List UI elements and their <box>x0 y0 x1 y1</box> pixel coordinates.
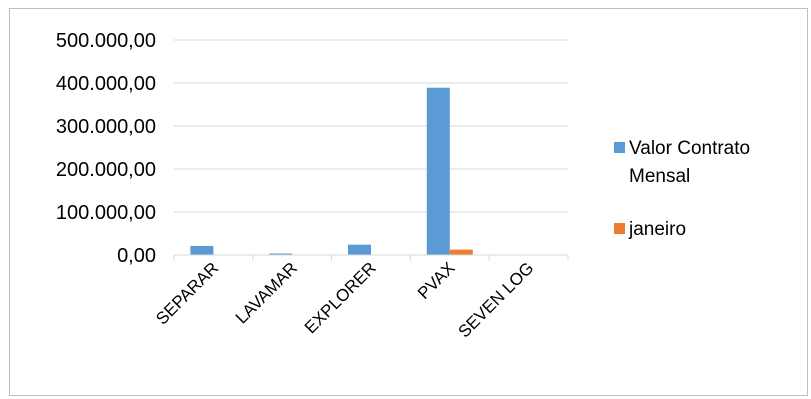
bars <box>190 87 473 255</box>
bar-valor-contrato-mensal-lavamar <box>269 253 293 255</box>
gridlines <box>174 39 568 213</box>
x-tick-label: SEVEN LOG <box>455 258 538 341</box>
x-tick-label: SEPARAR <box>152 258 222 328</box>
y-tick-labels: 0,00 100.000,00 200.000,00 300.000,00 400.00… <box>56 30 156 267</box>
y-tick-label: 200.000,00 <box>56 159 156 181</box>
legend-label: janeiro <box>628 219 686 240</box>
y-tick-label: 500.000,00 <box>56 30 156 52</box>
bar-janeiro-pvax <box>449 249 473 255</box>
x-tick-label: PVAX <box>414 258 459 303</box>
y-tick-label: 100.000,00 <box>56 202 156 224</box>
y-tick-label: 0,00 <box>117 245 156 267</box>
y-tick-label: 300.000,00 <box>56 116 156 138</box>
bar-valor-contrato-mensal-pvax <box>426 87 450 255</box>
bar-valor-contrato-mensal-explorer <box>348 244 371 255</box>
legend-swatch <box>614 142 625 153</box>
x-tick-label: LAVAMAR <box>232 258 301 327</box>
x-tick-label: EXPLORER <box>301 258 380 337</box>
legend-swatch <box>614 223 625 234</box>
axes <box>173 254 569 261</box>
bar-valor-contrato-mensal-separar <box>190 245 214 255</box>
legend: Valor Contrato Mensal janeiro <box>614 138 750 240</box>
y-tick-label: 400.000,00 <box>56 73 156 95</box>
chart-frame <box>9 8 808 396</box>
legend-label: Valor Contrato Mensal <box>629 138 750 187</box>
